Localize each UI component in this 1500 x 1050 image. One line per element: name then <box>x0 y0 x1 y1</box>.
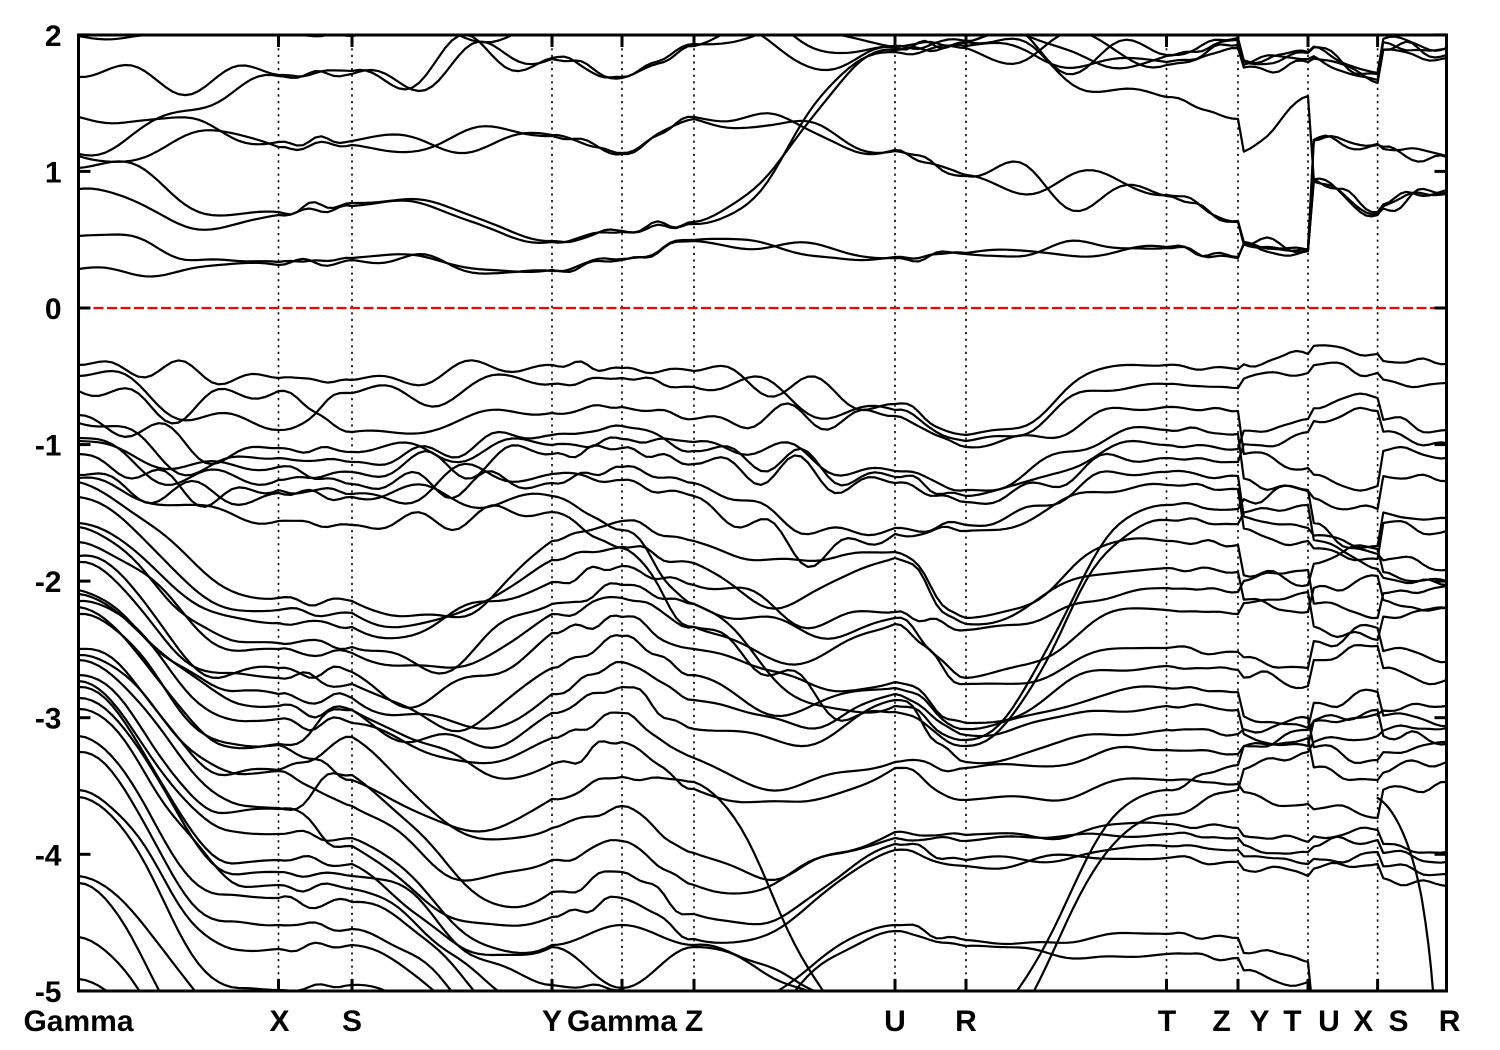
svg-text:X: X <box>269 1005 289 1038</box>
svg-text:Y: Y <box>1249 1005 1269 1038</box>
svg-text:0: 0 <box>45 293 62 326</box>
svg-text:Gamma: Gamma <box>23 1005 133 1038</box>
svg-text:2: 2 <box>45 20 62 53</box>
svg-text:1: 1 <box>45 156 62 189</box>
svg-text:T: T <box>1283 1005 1301 1038</box>
svg-text:-3: -3 <box>35 703 62 736</box>
svg-text:R: R <box>1439 1005 1461 1038</box>
svg-text:-5: -5 <box>35 976 62 1009</box>
svg-text:R: R <box>955 1005 977 1038</box>
svg-text:-2: -2 <box>35 566 62 599</box>
svg-text:Gamma: Gamma <box>567 1005 677 1038</box>
svg-text:Y: Y <box>542 1005 562 1038</box>
svg-text:-4: -4 <box>35 839 62 872</box>
svg-text:-1: -1 <box>35 430 62 463</box>
svg-text:S: S <box>1388 1005 1408 1038</box>
svg-text:U: U <box>884 1005 906 1038</box>
svg-text:U: U <box>1318 1005 1340 1038</box>
svg-text:X: X <box>1353 1005 1373 1038</box>
svg-text:T: T <box>1158 1005 1176 1038</box>
svg-text:S: S <box>342 1005 362 1038</box>
svg-text:Z: Z <box>685 1005 703 1038</box>
svg-text:Z: Z <box>1212 1005 1230 1038</box>
